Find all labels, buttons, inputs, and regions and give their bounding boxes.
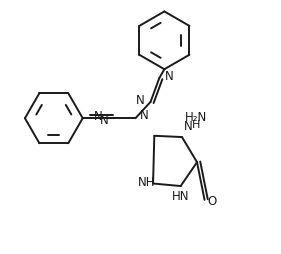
Text: N: N (94, 110, 103, 123)
Text: N: N (136, 94, 145, 107)
Text: N: N (184, 120, 193, 133)
Text: O: O (208, 195, 217, 208)
Text: N: N (100, 114, 109, 127)
Text: H₂N: H₂N (184, 112, 207, 124)
Text: NH: NH (138, 176, 155, 189)
Text: N: N (140, 109, 149, 122)
Text: H: H (192, 120, 200, 130)
Text: N: N (165, 70, 174, 83)
Text: HN: HN (172, 190, 189, 203)
